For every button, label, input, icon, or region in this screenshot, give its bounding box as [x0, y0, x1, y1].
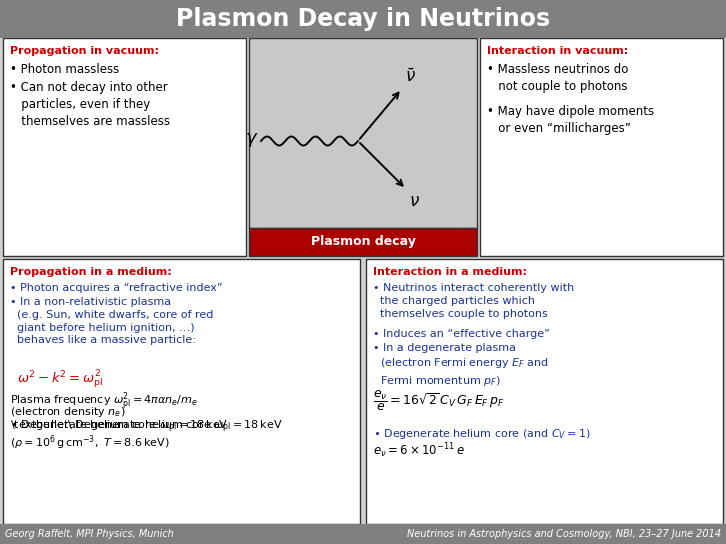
Text: • In a degenerate plasma
  (electron Fermi energy $E_F$ and
  Fermi momentum $p_: • In a degenerate plasma (electron Fermi… — [373, 343, 549, 388]
Text: Georg Raffelt, MPI Physics, Munich: Georg Raffelt, MPI Physics, Munich — [5, 529, 174, 539]
Text: • Massless neutrinos do
   not couple to photons: • Massless neutrinos do not couple to ph… — [487, 63, 629, 93]
Bar — [3, 38, 246, 256]
Bar — [3, 259, 360, 524]
Text: • Photon acquires a “refractive index”: • Photon acquires a “refractive index” — [10, 283, 223, 293]
Bar — [0, 524, 726, 544]
Bar — [366, 259, 723, 524]
Text: $\bullet$ Degenerate helium core (and $C_V = 1$): $\bullet$ Degenerate helium core (and $C… — [373, 427, 590, 441]
Text: (electron density $n_e$): (electron density $n_e$) — [10, 405, 126, 419]
Text: Propagation in a medium:: Propagation in a medium: — [10, 267, 172, 277]
Bar — [249, 228, 477, 256]
Text: Plasmon Decay in Neutrinos: Plasmon Decay in Neutrinos — [176, 7, 550, 31]
Text: $(\rho = 10^6\,{\rm g\,cm}^{-3},\ T = 8.6\,{\rm keV})$: $(\rho = 10^6\,{\rm g\,cm}^{-3},\ T = 8.… — [10, 433, 170, 452]
Text: Interaction in vacuum:: Interaction in vacuum: — [487, 46, 628, 56]
Text: • Can not decay into other
   particles, even if they
   themselves are massless: • Can not decay into other particles, ev… — [10, 81, 170, 128]
Text: • Induces an “effective charge”: • Induces an “effective charge” — [373, 329, 550, 339]
Text: $\omega^2 - k^2 = \omega_{\rm pl}^2$: $\omega^2 - k^2 = \omega_{\rm pl}^2$ — [17, 369, 103, 391]
Bar — [249, 38, 477, 228]
Text: Neutrinos in Astrophysics and Cosmology, NBI, 23–27 June 2014: Neutrinos in Astrophysics and Cosmology,… — [407, 529, 721, 539]
Text: • Neutrinos interact coherently with
  the charged particles which
  themselves : • Neutrinos interact coherently with the… — [373, 283, 574, 319]
Bar — [480, 38, 723, 256]
Text: • Photon massless: • Photon massless — [10, 63, 119, 76]
Text: Interaction in a medium:: Interaction in a medium: — [373, 267, 527, 277]
Text: • In a non-relativistic plasma
  (e.g. Sun, white dwarfs, core of red
  giant be: • In a non-relativistic plasma (e.g. Sun… — [10, 297, 213, 345]
Text: $\gamma$: $\gamma$ — [245, 131, 258, 149]
Text: $\bullet$ Degenerate helium core $\omega_{\rm pl} = 18\,{\rm keV}$: $\bullet$ Degenerate helium core $\omega… — [10, 419, 229, 435]
Text: $\bar{\nu}$: $\bar{\nu}$ — [404, 68, 415, 86]
Text: • May have dipole moments
   or even “millicharges”: • May have dipole moments or even “milli… — [487, 105, 654, 135]
Text: $\dfrac{e_\nu}{e} = 16\sqrt{2}\,C_V\,G_F\,E_F\,p_F$: $\dfrac{e_\nu}{e} = 16\sqrt{2}\,C_V\,G_F… — [373, 389, 505, 413]
Text: Propagation in vacuum:: Propagation in vacuum: — [10, 46, 159, 56]
Text: Plasmon decay: Plasmon decay — [311, 236, 415, 249]
Text: $e_\nu = 6 \times 10^{-11}\,e$: $e_\nu = 6 \times 10^{-11}\,e$ — [373, 441, 465, 460]
Text: Plasma frequency $\omega_{\rm pl}^2 = 4\pi\alpha n_e/m_e$: Plasma frequency $\omega_{\rm pl}^2 = 4\… — [10, 391, 197, 413]
Bar — [0, 0, 726, 38]
Text: $\nu$: $\nu$ — [409, 192, 420, 210]
Text: \textbullet\ Degenerate helium core $\omega_{\rm pl} = 18\,{\rm keV}$: \textbullet\ Degenerate helium core $\om… — [10, 419, 282, 435]
